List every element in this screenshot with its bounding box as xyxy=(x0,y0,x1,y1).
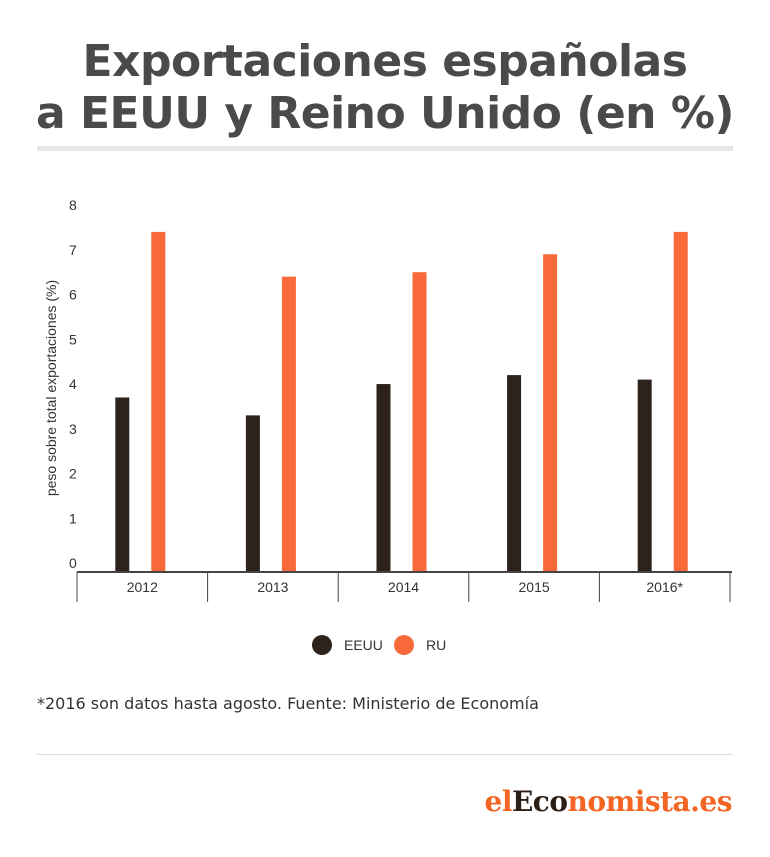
bar-eeuu-2015 xyxy=(507,375,522,572)
brand-logo[interactable]: elEconomista.es xyxy=(485,785,733,818)
logo-part-rest: nomista.es xyxy=(567,785,733,818)
x-tick-label: 2015 xyxy=(519,579,550,595)
x-tick-label: 2012 xyxy=(127,579,158,595)
legend-item-ru: RU xyxy=(394,634,446,656)
legend: EEUU RU xyxy=(0,634,770,656)
title-divider xyxy=(37,146,733,151)
bar-eeuu-2013 xyxy=(245,415,260,572)
chart-title: Exportaciones españolas a EEUU y Reino U… xyxy=(0,36,770,140)
legend-swatch-eeuu xyxy=(312,635,332,655)
bar-ru-2012 xyxy=(151,231,166,572)
legend-label-eeuu: EEUU xyxy=(344,637,383,653)
x-tick-label: 2016* xyxy=(646,579,683,595)
y-axis-ticks: 0 1 2 3 4 5 6 7 8 xyxy=(69,197,77,571)
y-tick-label: 7 xyxy=(69,242,77,258)
bar-ru-2014 xyxy=(412,272,427,572)
legend-item-eeuu: EEUU xyxy=(312,634,383,656)
legend-label-ru: RU xyxy=(426,637,447,653)
y-tick-label: 0 xyxy=(69,555,77,571)
bar-eeuu-2016 xyxy=(637,379,652,572)
bar-chart: peso sobre total exportaciones (%) 0 1 2 3 4… xyxy=(43,197,732,602)
logo-part-eco: Eco xyxy=(511,785,568,818)
y-tick-label: 6 xyxy=(69,287,77,303)
y-tick-label: 5 xyxy=(69,331,77,347)
y-tick-label: 8 xyxy=(69,197,77,213)
bar-eeuu-2014 xyxy=(376,384,391,572)
legend-swatch-ru xyxy=(394,635,414,655)
chart-title-line-2: a EEUU y Reino Unido (en %) xyxy=(35,88,735,139)
bars xyxy=(115,231,688,572)
y-tick-label: 1 xyxy=(69,510,77,526)
footer-divider xyxy=(37,754,733,755)
chart-title-line-1: Exportaciones españolas xyxy=(82,36,688,87)
bar-ru-2013 xyxy=(281,276,296,572)
y-axis-label: peso sobre total exportaciones (%) xyxy=(43,280,59,496)
bar-ru-2016 xyxy=(673,231,688,572)
bar-eeuu-2012 xyxy=(115,397,130,572)
y-tick-label: 4 xyxy=(69,376,77,392)
x-tick-label: 2014 xyxy=(388,579,419,595)
y-tick-label: 2 xyxy=(69,466,77,482)
logo-part-el: el xyxy=(484,785,513,818)
y-tick-label: 3 xyxy=(69,421,77,437)
bar-ru-2015 xyxy=(543,254,558,572)
x-tick-label: 2013 xyxy=(257,579,288,595)
footnote: *2016 son datos hasta agosto. Fuente: Mi… xyxy=(37,694,539,713)
x-axis: 2012 2013 2014 2015 2016* xyxy=(76,571,732,602)
